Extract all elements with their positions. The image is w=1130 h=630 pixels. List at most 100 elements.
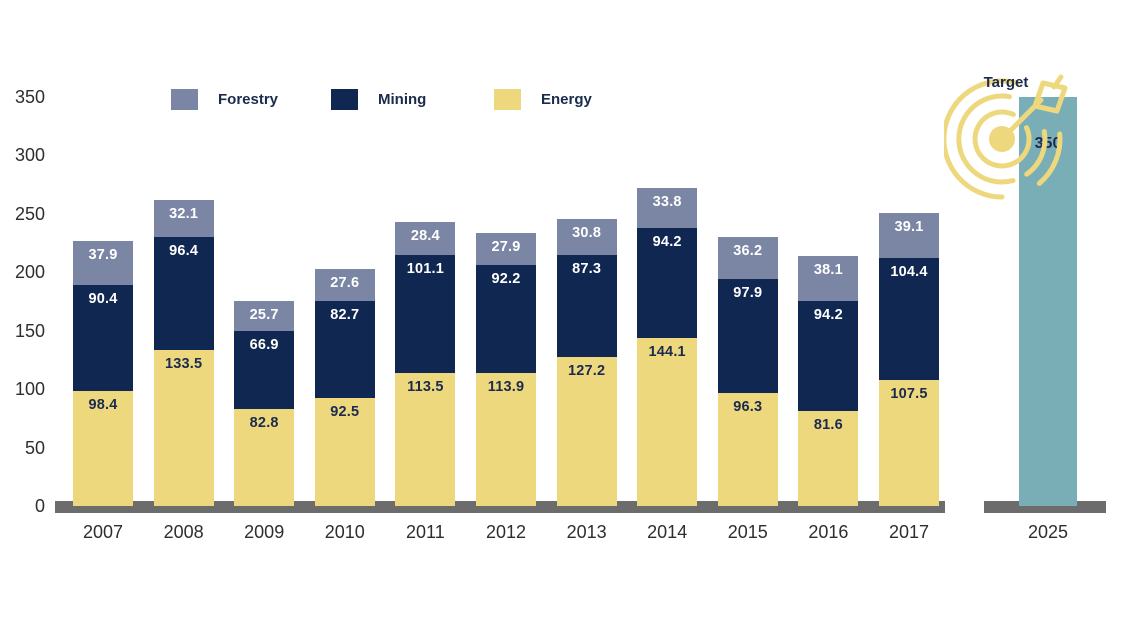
- bar-segment-energy: 96.3: [717, 393, 778, 506]
- bar-segment-mining: 87.3: [556, 255, 617, 358]
- bar-segment-forestry: 27.6: [314, 269, 375, 302]
- year-label: 2025: [1027, 522, 1069, 542]
- bar-segment-forestry: 25.7: [234, 301, 295, 332]
- bar-value-label: 28.4: [410, 228, 440, 245]
- bar-segment-forestry: 33.8: [637, 188, 698, 228]
- bar-value-label: 92.5: [330, 403, 360, 420]
- bar-value-label: 66.9: [249, 337, 279, 354]
- legend-item-energy: Energy: [494, 89, 592, 110]
- year-label: 2016: [808, 522, 849, 542]
- bar-segment-energy: 107.5: [879, 380, 939, 506]
- year-label: 2009: [244, 522, 285, 542]
- bar-segment-forestry: 30.8: [556, 219, 617, 256]
- legend-swatch: [331, 89, 358, 110]
- bar-segment-forestry: 28.4: [395, 222, 456, 256]
- legend-item-mining: Mining: [331, 89, 426, 110]
- bar-value-label: 39.1: [894, 218, 924, 235]
- bar-value-label: 113.9: [487, 378, 525, 395]
- y-tick-label: 50: [24, 437, 45, 458]
- legend-label: Mining: [378, 91, 427, 108]
- bar-segment-mining: 94.2: [637, 227, 698, 338]
- bar-value-label: 82.8: [249, 415, 279, 432]
- bar-value-label: 96.3: [733, 399, 763, 416]
- dartboard-arrow-icon: [944, 74, 1068, 200]
- bar-segment-forestry: 27.9: [476, 232, 536, 266]
- bar-value-label: 98.4: [88, 397, 118, 413]
- bar-value-label: 37.9: [88, 247, 118, 264]
- bar-segment-forestry: 37.9: [73, 241, 133, 286]
- bar-value-label: 82.7: [330, 307, 360, 324]
- y-tick-label: 300: [14, 145, 45, 166]
- bar-value-label: 144.1: [648, 343, 686, 360]
- year-label: 2014: [647, 522, 688, 542]
- bar-segment-energy: 127.2: [556, 357, 617, 506]
- bar-segment-mining: 96.4: [153, 237, 214, 350]
- bar-value-label: 33.8: [652, 194, 682, 211]
- bar-value-label: 36.2: [733, 242, 763, 259]
- y-tick-label: 100: [14, 379, 45, 400]
- legend-swatch: [171, 89, 198, 110]
- target-label: Target: [983, 74, 1029, 91]
- bar-segment-energy: 82.8: [234, 409, 295, 506]
- year-label: 2008: [163, 522, 204, 542]
- bar-segment-forestry: 36.2: [717, 236, 778, 280]
- bar-value-label: 30.8: [572, 225, 602, 242]
- bar-segment-mining: 82.7: [314, 301, 375, 398]
- bar-value-label: 81.6: [813, 416, 843, 433]
- bar-value-label: 92.2: [491, 271, 521, 288]
- y-tick-label: 350: [14, 87, 45, 107]
- bar-value-label: 101.1: [406, 261, 445, 278]
- bar-value-label: 90.4: [88, 291, 118, 308]
- bar-value-label: 25.7: [249, 307, 279, 324]
- bar-segment-mining: 94.2: [798, 300, 859, 411]
- bar-value-label: 97.9: [733, 285, 763, 302]
- y-tick-label: 0: [34, 496, 45, 516]
- y-tick-label: 250: [14, 203, 45, 224]
- bar-segment-energy: 133.5: [153, 349, 214, 506]
- bar-value-label: 27.6: [330, 275, 360, 291]
- year-label: 2012: [485, 522, 527, 542]
- bar-value-label: 107.5: [890, 386, 928, 403]
- bar-segment-energy: 113.9: [476, 372, 536, 506]
- bar-value-label: 127.2: [567, 363, 606, 380]
- bar-segment-forestry: 32.1: [153, 199, 214, 238]
- bar-segment-mining: 101.1: [395, 255, 456, 374]
- bar-segment-mining: 92.2: [476, 265, 536, 373]
- bar-value-label: 113.5: [407, 379, 444, 396]
- bar-segment-energy: 144.1: [637, 337, 698, 506]
- year-label: 2013: [566, 522, 607, 542]
- legend-label: Forestry: [218, 91, 279, 108]
- bar-segment-energy: 81.6: [798, 410, 859, 506]
- legend-swatch: [494, 89, 521, 110]
- year-label: 2015: [727, 522, 768, 542]
- target-value-label: 350: [1034, 135, 1062, 152]
- year-label: 2007: [82, 522, 124, 542]
- year-label: 2017: [888, 522, 930, 542]
- bar-value-label: 38.1: [813, 262, 843, 279]
- bar-segment-mining: 90.4: [73, 285, 133, 391]
- bar-segment-mining: 66.9: [234, 331, 295, 410]
- bar-segment-forestry: 38.1: [798, 256, 859, 301]
- y-tick-label: 150: [14, 320, 45, 341]
- year-label: 2011: [406, 522, 445, 542]
- target-bar: 350: [1019, 97, 1077, 506]
- bar-segment-energy: 113.5: [395, 373, 456, 506]
- bar-value-label: 104.4: [890, 264, 928, 281]
- year-label: 2010: [324, 522, 365, 542]
- bar-segment-forestry: 39.1: [879, 212, 939, 259]
- bar-value-label: 27.9: [491, 238, 521, 255]
- legend-item-forestry: Forestry: [171, 89, 278, 110]
- bar-segment-mining: 97.9: [717, 279, 778, 394]
- bar-value-label: 87.3: [572, 261, 602, 278]
- bar-value-label: 94.2: [813, 306, 843, 323]
- bar-value-label: 32.1: [169, 205, 199, 222]
- bar-value-label: 133.5: [164, 355, 203, 372]
- legend-label: Energy: [541, 91, 592, 108]
- bar-value-label: 94.2: [652, 233, 682, 250]
- bar-value-label: 96.4: [169, 243, 199, 260]
- y-tick-label: 200: [14, 262, 45, 283]
- bar-segment-energy: 98.4: [73, 391, 133, 506]
- bar-segment-mining: 104.4: [879, 258, 939, 381]
- bar-segment-energy: 92.5: [314, 397, 375, 506]
